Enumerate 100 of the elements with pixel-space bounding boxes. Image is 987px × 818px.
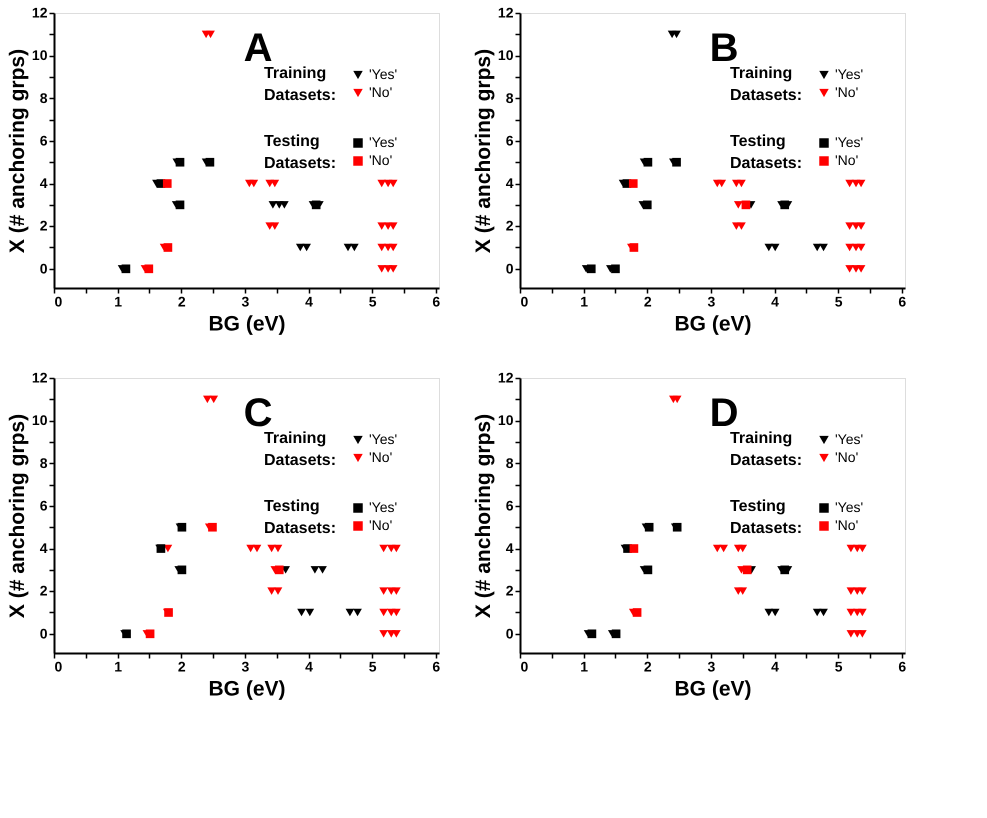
point bbox=[846, 608, 856, 616]
text: Testing Datasets: bbox=[264, 498, 336, 537]
point bbox=[770, 608, 780, 616]
x-tick-label: 0 bbox=[520, 294, 528, 310]
point bbox=[252, 544, 262, 552]
point bbox=[274, 587, 282, 595]
y-tick-label: 2 bbox=[40, 218, 48, 234]
y-axis-title: X (# anchoring grps) bbox=[6, 48, 29, 254]
y-tick-label: 12 bbox=[32, 370, 48, 386]
point bbox=[856, 265, 866, 273]
x-tick-label: 1 bbox=[580, 294, 588, 310]
point bbox=[812, 244, 822, 252]
y-tick-label: 10 bbox=[32, 412, 48, 428]
point bbox=[206, 30, 215, 38]
x-tick-label: 3 bbox=[242, 658, 250, 674]
point bbox=[630, 544, 638, 553]
point bbox=[392, 630, 401, 638]
point bbox=[146, 629, 154, 638]
point bbox=[737, 222, 746, 230]
x-tick-label: 2 bbox=[178, 658, 186, 674]
y-tick-label: 6 bbox=[506, 497, 514, 514]
legend-label: 'No' bbox=[369, 449, 392, 465]
point bbox=[296, 244, 305, 252]
x-tick-label: 3 bbox=[708, 658, 716, 674]
text: Testing Datasets: bbox=[730, 133, 802, 172]
point bbox=[392, 608, 401, 616]
legend-label: 'Yes' bbox=[369, 499, 398, 515]
point bbox=[176, 158, 184, 167]
point bbox=[377, 265, 386, 273]
x-tick-label: 6 bbox=[432, 294, 440, 310]
legend-label: 'No' bbox=[835, 84, 858, 100]
x-axis-title: BG (eV) bbox=[208, 678, 286, 700]
point bbox=[280, 201, 289, 209]
point bbox=[780, 566, 790, 574]
point bbox=[312, 200, 321, 210]
point bbox=[628, 179, 638, 188]
x-tick-label: 2 bbox=[644, 294, 652, 310]
x-tick-label: 4 bbox=[305, 658, 314, 674]
legend-label: 'No' bbox=[369, 517, 392, 533]
point bbox=[379, 608, 388, 616]
point bbox=[379, 630, 388, 638]
point bbox=[208, 522, 217, 532]
x-tick-label: 3 bbox=[242, 294, 250, 310]
point bbox=[738, 544, 748, 552]
x-axis-title: BG (eV) bbox=[674, 312, 752, 336]
point bbox=[742, 566, 752, 574]
x-tick-label: 2 bbox=[644, 658, 652, 674]
point bbox=[377, 244, 386, 252]
x-tick-label: 5 bbox=[368, 658, 377, 674]
y-tick-label: 4 bbox=[40, 540, 48, 556]
y-tick-label: 0 bbox=[40, 625, 48, 642]
y-tick-label: 0 bbox=[506, 260, 514, 276]
point bbox=[612, 629, 620, 638]
x-tick-label: 4 bbox=[771, 294, 780, 310]
point bbox=[586, 264, 596, 274]
y-tick-label: 6 bbox=[506, 132, 514, 148]
point bbox=[203, 396, 212, 404]
point bbox=[346, 608, 354, 616]
legend-label: 'Yes' bbox=[835, 499, 864, 515]
y-axis-title: X (# anchoring grps) bbox=[472, 48, 495, 254]
point bbox=[392, 587, 401, 595]
point bbox=[845, 265, 854, 273]
point bbox=[846, 587, 856, 595]
point bbox=[845, 222, 854, 230]
point bbox=[305, 608, 314, 616]
point bbox=[856, 222, 866, 230]
legend-label: 'No' bbox=[369, 84, 392, 100]
y-axis-title: X (# anchoring grps) bbox=[6, 414, 29, 618]
x-tick-label: 4 bbox=[771, 658, 780, 674]
point bbox=[672, 158, 681, 167]
point bbox=[297, 608, 306, 616]
x-axis-title: BG (eV) bbox=[674, 678, 752, 700]
point bbox=[630, 243, 638, 252]
point bbox=[353, 608, 362, 616]
point bbox=[717, 180, 726, 188]
x-tick-label: 6 bbox=[898, 294, 906, 310]
point bbox=[392, 544, 401, 552]
text: Testing Datasets: bbox=[264, 133, 336, 172]
point bbox=[268, 201, 278, 209]
x-tick-label: 5 bbox=[834, 658, 843, 674]
x-axis-title: BG (eV) bbox=[208, 312, 286, 336]
y-tick-label: 2 bbox=[506, 218, 514, 234]
y-tick-label: 4 bbox=[506, 175, 514, 192]
y-tick-label: 12 bbox=[32, 4, 48, 20]
point bbox=[672, 396, 682, 404]
point bbox=[377, 222, 386, 230]
y-tick-label: 0 bbox=[506, 625, 514, 642]
y-tick-label: 8 bbox=[40, 454, 48, 471]
point bbox=[249, 180, 258, 188]
x-tick-label: 5 bbox=[834, 294, 843, 310]
x-tick-label: 0 bbox=[54, 658, 62, 674]
point bbox=[270, 180, 280, 188]
legend-label: 'No' bbox=[835, 449, 858, 465]
x-tick-label: 4 bbox=[305, 294, 314, 310]
point bbox=[858, 587, 867, 595]
x-tick-label: 1 bbox=[114, 658, 122, 674]
point bbox=[738, 587, 748, 595]
text: Testing Datasets: bbox=[730, 498, 802, 537]
y-tick-label: 2 bbox=[40, 582, 48, 599]
point bbox=[644, 566, 652, 574]
